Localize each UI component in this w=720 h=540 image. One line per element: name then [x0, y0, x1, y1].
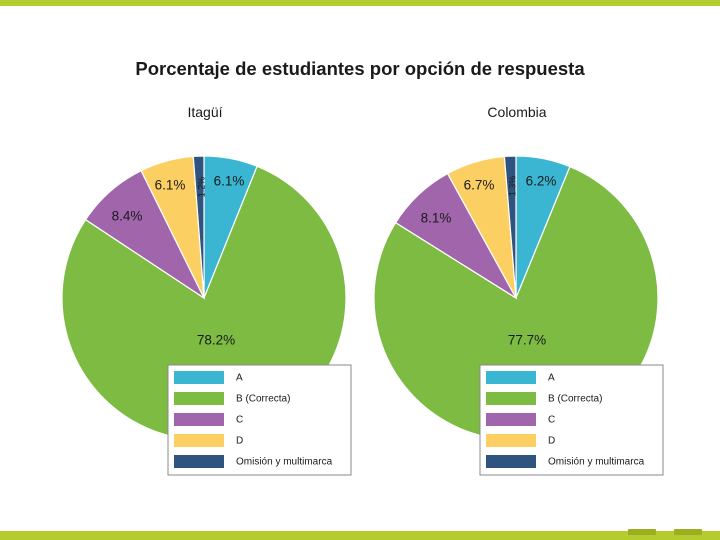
legend-swatch-d — [174, 434, 224, 447]
data-label-c: 8.1% — [421, 211, 452, 226]
top-accent-bar — [0, 0, 720, 6]
data-label-b-correcta: 77.7% — [508, 333, 546, 348]
legend: A B (Correcta) CD Omisión y multimarca — [479, 364, 664, 476]
pie-chart-title: Itagüí — [187, 104, 222, 120]
legend-swatch-c — [174, 413, 224, 426]
legend-swatch-omision-multimarca — [174, 455, 224, 468]
legend-swatch-c — [486, 413, 536, 426]
legend-label-c: C — [548, 415, 555, 426]
legend-label-d: D — [548, 436, 555, 447]
chart-main-title: Porcentaje de estudiantes por opción de … — [135, 58, 585, 79]
pie-chart-title: Colombia — [487, 104, 546, 120]
pie-chart-colombia: Colombia 6.2% 77.7% 8.1% 6.7% 1.3% A B (Correct… — [373, 104, 664, 476]
legend-label-a: A — [548, 373, 555, 384]
footer-mark-right — [674, 529, 702, 535]
legend-swatch-d — [486, 434, 536, 447]
data-label-d: 6.1% — [155, 178, 186, 193]
legend-swatch-a — [174, 371, 224, 384]
legend-swatch-b-correcta — [486, 392, 536, 405]
footer-mark-left — [628, 529, 656, 535]
legend-label-omision-multimarca: Omisión y multimarca — [548, 457, 645, 468]
pie-slice-omision-multimarca — [192, 155, 205, 299]
legend-label-a: A — [236, 373, 243, 384]
legend-label-c: C — [236, 415, 243, 426]
pie-slice-omision-multimarca — [503, 155, 517, 299]
data-label-a: 6.1% — [214, 174, 245, 189]
legend-label-b-correcta: B (Correcta) — [236, 394, 290, 405]
legend-label-omision-multimarca: Omisión y multimarca — [236, 457, 333, 468]
pie-chart-itagui: Itagüí 6.1% 78.2% 8.4% 6.1% 1.2% A B (Correcta)… — [61, 104, 352, 476]
legend-swatch-a — [486, 371, 536, 384]
bottom-accent-bar — [0, 531, 720, 540]
legend-label-d: D — [236, 436, 243, 447]
data-label-d: 6.7% — [464, 178, 495, 193]
legend-swatch-omision-multimarca — [486, 455, 536, 468]
legend-swatch-b-correcta — [174, 392, 224, 405]
data-label-omision-multimarca: 1.2% — [196, 177, 206, 198]
data-label-c: 8.4% — [112, 209, 143, 224]
data-label-b-correcta: 78.2% — [197, 333, 235, 348]
legend: A B (Correcta) CD Omisión y multimarca — [167, 364, 352, 476]
legend-label-b-correcta: B (Correcta) — [548, 394, 602, 405]
data-label-omision-multimarca: 1.3% — [507, 176, 517, 197]
data-label-a: 6.2% — [526, 174, 557, 189]
